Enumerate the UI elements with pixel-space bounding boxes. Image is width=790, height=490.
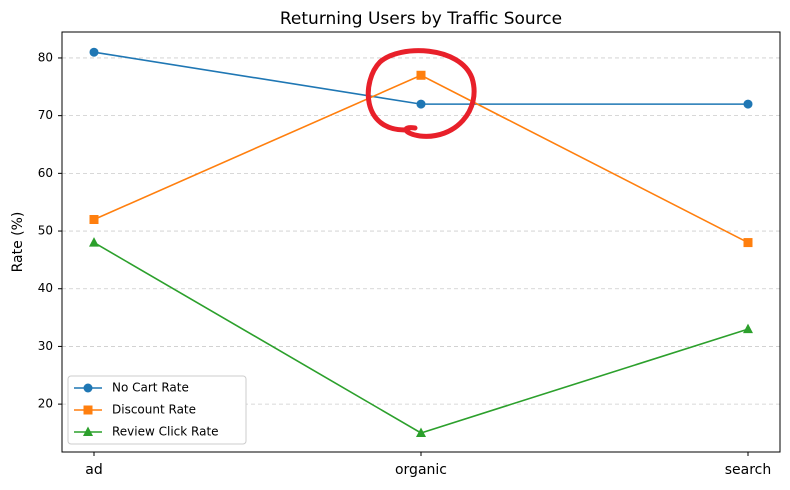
marker (89, 237, 99, 247)
marker (743, 238, 753, 248)
legend-label: Review Click Rate (112, 425, 219, 439)
y-tick-label: 20 (38, 397, 53, 411)
y-tick-label: 30 (38, 339, 53, 353)
highlight-circle (365, 48, 477, 139)
marker (416, 70, 426, 80)
marker (416, 427, 426, 437)
y-tick-label: 70 (38, 108, 53, 122)
legend-box (67, 375, 247, 445)
marker (89, 215, 99, 224)
legend-marker (83, 426, 93, 436)
marker (416, 99, 426, 109)
y-axis-label: Rate (%) (10, 212, 26, 273)
y-tick-label: 80 (38, 50, 53, 64)
x-tick-label: ad (85, 462, 102, 478)
y-tick-label: 40 (38, 281, 53, 295)
marker (743, 99, 753, 109)
x-tick-label: organic (395, 462, 447, 478)
marker (743, 323, 753, 334)
legend-label: No Cart Rate (112, 381, 189, 395)
y-tick-label: 60 (38, 166, 53, 180)
legend-label: Discount Rate (112, 403, 196, 417)
marker (89, 47, 99, 57)
y-tick-label: 50 (38, 224, 53, 238)
legend-marker (83, 383, 93, 393)
x-tick-label: search (725, 462, 772, 478)
plot-frame (61, 31, 781, 453)
legend-marker (83, 405, 93, 415)
chart-title: Returning Users by Traffic Source (280, 9, 562, 29)
